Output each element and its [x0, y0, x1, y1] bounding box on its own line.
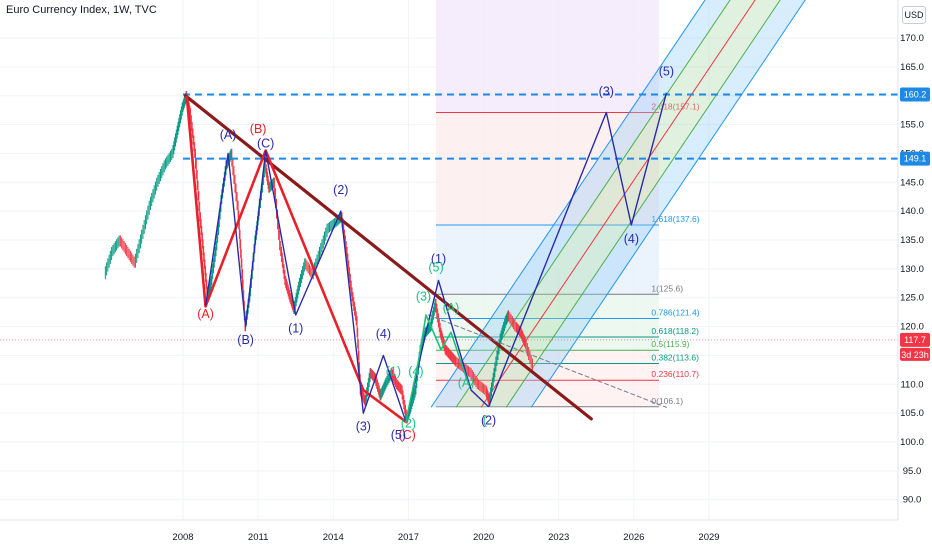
- wave-label: (3): [599, 85, 614, 99]
- chart-title: Euro Currency Index, 1W, TVC: [6, 4, 157, 16]
- level-price-tag-label: 149.1: [904, 154, 927, 164]
- level-price-tag: [900, 151, 930, 166]
- level-price-tag-label: 160.2: [904, 90, 927, 100]
- x-tick-label: 2017: [398, 532, 419, 543]
- x-tick-label: 2011: [248, 532, 268, 543]
- fibonacci-extension: 0(106.1) 0.236(110.7) 0.382(113.6) 0.5(115.…: [435, 101, 700, 408]
- wave-label: (5): [391, 428, 406, 442]
- channel-line: [455, 0, 731, 408]
- fib-level-label: 0.382(113.6): [651, 353, 699, 363]
- dashed-projection: [427, 314, 667, 408]
- drawn-lines: [0, 93, 898, 421]
- wave-label: (5): [659, 65, 674, 79]
- wave-label: (2): [333, 183, 348, 197]
- channel-line: [505, 0, 781, 408]
- fib-level-label: 0.5(115.9): [651, 339, 689, 349]
- x-tick-label: 2029: [698, 532, 719, 543]
- x-tick-label: 2020: [473, 532, 494, 543]
- x-tick-label: 2026: [623, 532, 644, 543]
- fib-zone-pink: [435, 112, 659, 225]
- channel-line: [480, 0, 756, 408]
- wave-label: (2): [401, 417, 416, 431]
- wave-label: (A): [443, 301, 460, 315]
- wave-label: (3): [356, 419, 371, 433]
- currency-button[interactable]: USD: [902, 6, 926, 24]
- fib-level-label: 0.786(121.4): [651, 307, 699, 317]
- channel-band-outer-left: [430, 0, 731, 408]
- x-tick-label: 2008: [172, 532, 193, 543]
- y-tick-label: 165.0: [900, 62, 924, 73]
- wave-label: (A): [197, 307, 214, 321]
- fib-level-label: 1.618(137.6): [651, 214, 699, 224]
- y-tick-label: 155.0: [900, 120, 924, 131]
- wave-label: (B): [250, 122, 267, 136]
- wave-label: (1): [386, 365, 401, 379]
- y-tick-label: 170.0: [900, 33, 924, 44]
- level-price-tag: [900, 87, 930, 102]
- wave-label: (B): [237, 333, 254, 347]
- wave-label: (3): [416, 290, 431, 304]
- wave-labels: (A)(B)(C)(A)(B)(C)(1)(2)(3)(4)(5)(1)(2)(…: [197, 65, 674, 443]
- impulse-blue: [204, 149, 490, 423]
- y-tick-label: 135.0: [900, 235, 924, 246]
- y-tick-label: 95.0: [903, 466, 922, 477]
- wave-label: (4): [624, 232, 639, 246]
- wave-label: (A): [220, 128, 237, 142]
- fib-zone-green: [435, 294, 659, 351]
- y-tick-label: 130.0: [900, 264, 924, 275]
- fib-level-label: 2.618(157.1): [651, 101, 699, 111]
- projection-blue: [487, 92, 668, 408]
- fib-level-label: 1(125.6): [651, 283, 683, 293]
- green-subwave: [405, 314, 470, 422]
- wave-label: (5): [428, 261, 443, 275]
- x-tick-label: 2023: [548, 532, 569, 543]
- current-price-tag-label: 117.7: [904, 335, 926, 345]
- channel-band-outer-right: [506, 0, 806, 408]
- main-downtrend-line: [183, 94, 593, 421]
- pitchfork-channel: [430, 0, 806, 408]
- fib-zone-purple: [435, 0, 659, 113]
- wave-label: (C): [398, 428, 415, 442]
- wave-label: (C): [257, 137, 274, 151]
- wave-label: (A): [458, 376, 475, 390]
- fib-level-label: 0.618(118.2): [651, 326, 699, 336]
- background-shading: [435, 0, 659, 407]
- countdown-tag-label: 3d 23h: [901, 350, 929, 360]
- current-price-tag: [900, 332, 930, 347]
- y-tick-label: 100.0: [900, 437, 924, 448]
- channel-line: [530, 0, 806, 408]
- fib-level-label: 0(106.1): [651, 396, 683, 406]
- wave-paths: [185, 92, 668, 423]
- wave-label: (4): [376, 327, 391, 341]
- y-tick-label: 145.0: [900, 177, 924, 188]
- y-tick-label: 90.0: [903, 495, 922, 506]
- x-tick-label: 2014: [323, 532, 344, 543]
- fib-level-label: 0.236(110.7): [651, 369, 699, 379]
- y-tick-label: 140.0: [900, 206, 924, 217]
- wave-label: (2): [481, 414, 496, 428]
- wave-label: (: [483, 414, 488, 428]
- y-tick-label: 120.0: [900, 322, 924, 333]
- y-tick-label: 110.0: [900, 379, 923, 390]
- wave-label: (1): [431, 252, 446, 266]
- y-tick-label: 105.0: [900, 408, 924, 419]
- wave-label: (4): [408, 365, 423, 379]
- wave-label: (1): [288, 321, 303, 335]
- y-tick-label: 125.0: [900, 293, 924, 304]
- countdown-tag: [900, 347, 930, 361]
